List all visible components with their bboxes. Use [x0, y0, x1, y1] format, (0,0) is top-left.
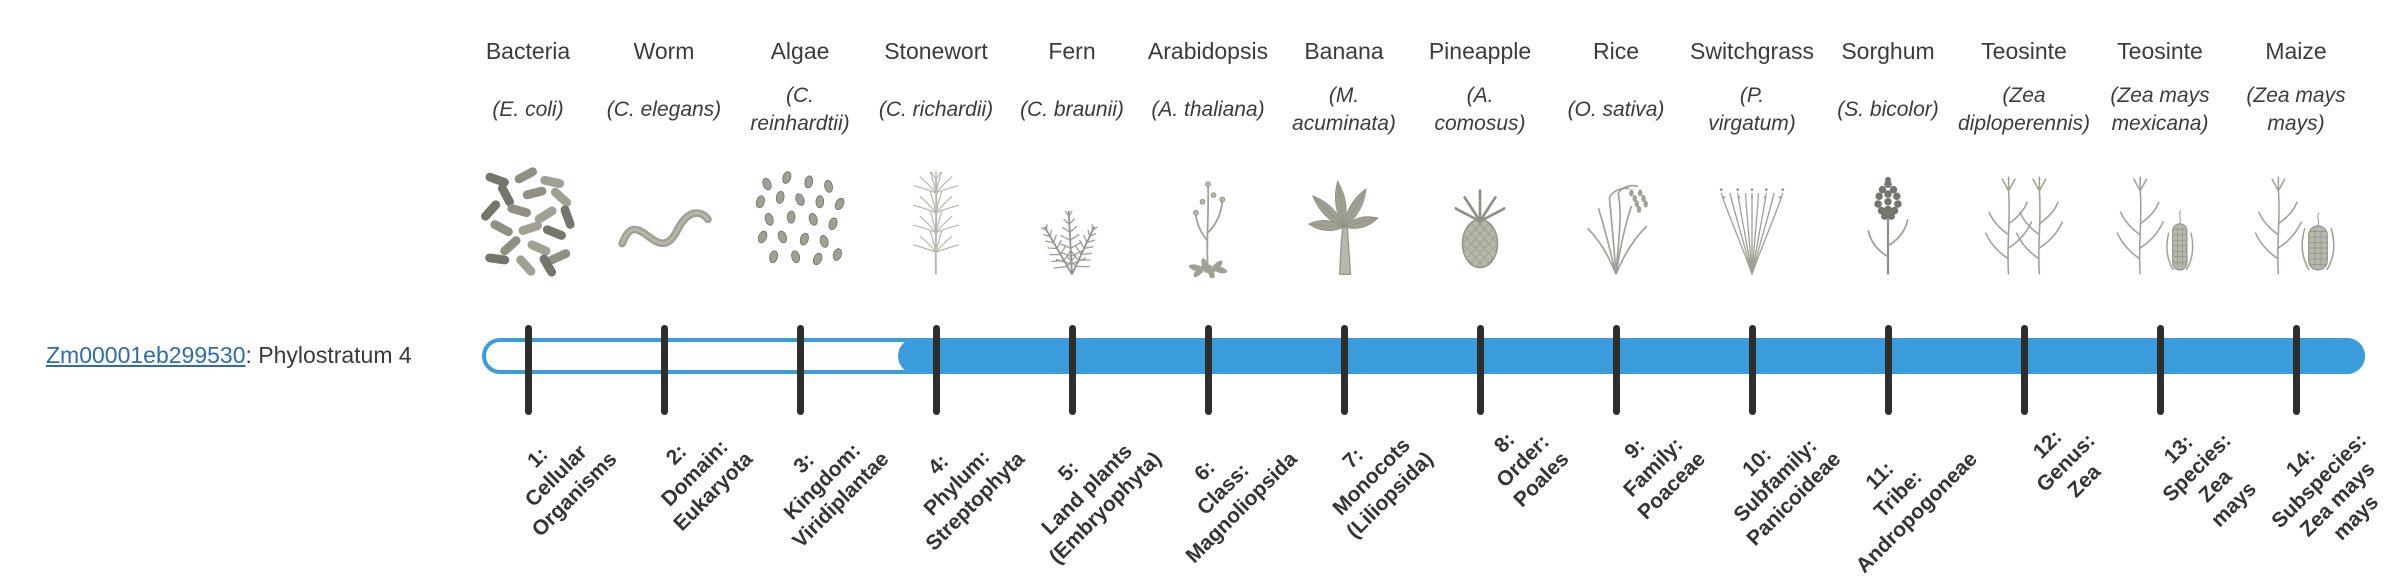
organism-illustration [1558, 158, 1674, 278]
stratum-label: 6: Class: Magnoliopsida [1181, 447, 1302, 568]
organism-name: Switchgrass [1690, 38, 1814, 64]
organism-scientific-name: (C. reinhardtii) [750, 84, 850, 135]
gene-label: Zm00001eb299530: Phylostratum 4 [46, 342, 412, 369]
organism-illustration [2102, 158, 2218, 278]
organism-illustration [878, 158, 994, 278]
stratum-label: 14: Subspecies: Zea mays mays [2267, 429, 2384, 545]
organism-name: Arabidopsis [1147, 38, 1269, 64]
stratum-label: 4: Phylum: Streptophyta [920, 445, 1030, 556]
stratum-label: 12: Genus: Zea [2028, 425, 2105, 503]
organism-name: Stonewort [884, 38, 988, 64]
organism-illustration [1014, 158, 1130, 278]
stratum-tick [2156, 325, 2164, 415]
organism-illustration [1966, 158, 2082, 278]
organism-scientific-name: (C. richardii) [878, 98, 994, 121]
organism-scientific-name: (O. sativa) [1567, 98, 1665, 121]
organism-scientific-name: (A. thaliana) [1151, 98, 1265, 121]
stratum-label: 5: Land plants (Embryophyta) [1037, 439, 1166, 569]
stratum-tick [1068, 325, 1076, 415]
gene-phylostratum-text: : Phylostratum 4 [245, 342, 412, 368]
stratum-tick [1340, 325, 1348, 415]
organism-name: Bacteria [485, 38, 571, 64]
organism-scientific-name: (P. virgatum) [1708, 84, 1796, 135]
stratum-label: 8: Order: Poales [1490, 428, 1574, 512]
organism-illustration [470, 158, 586, 278]
organism-scientific-name: (S. bicolor) [1837, 98, 1939, 121]
phylostratum-bar-fill [898, 338, 2365, 374]
gene-link[interactable]: Zm00001eb299530 [46, 342, 246, 368]
maize-icon [2254, 176, 2335, 275]
organism-name: Banana [1304, 38, 1384, 64]
organism-name: Teosinte [2117, 38, 2203, 64]
organism-name: Algae [770, 38, 830, 64]
organism-name: Rice [1592, 38, 1639, 64]
rice-icon [1586, 184, 1648, 275]
sorghum-icon [1867, 176, 1909, 275]
stratum-tick [1476, 325, 1484, 415]
stratum-tick [660, 325, 668, 415]
stratum-label: 9: Family: Poaceae [1618, 433, 1710, 525]
organism-scientific-name: (C. braunii) [1020, 98, 1124, 121]
organism-illustration [2238, 158, 2354, 278]
organism-name: Fern [1048, 38, 1096, 64]
organism-scientific-name: (C. elegans) [606, 98, 722, 121]
stratum-tick [932, 325, 940, 415]
organism-scientific-name: (Zea diploperennis) [1958, 84, 2090, 135]
switchgrass-icon [1719, 188, 1785, 275]
stratum-tick [1748, 325, 1756, 415]
organism-name: Pineapple [1428, 38, 1532, 64]
stratum-label: 13: Species: Zea mays [2158, 429, 2261, 532]
organism-name: Sorghum [1841, 38, 1935, 64]
organism-scientific-name: (E. coli) [492, 98, 564, 121]
stratum-tick [524, 325, 532, 415]
organism-scientific-name: (Zea mays mexicana) [2110, 84, 2210, 135]
stratum-label: 3: Kingdom: Viridiplantae [780, 438, 894, 553]
organism-name: Teosinte [1981, 38, 2067, 64]
stratum-label: 11: Tribe: Andropogoneae [1851, 447, 1982, 578]
stratum-tick [1612, 325, 1620, 415]
organism-illustration [742, 158, 858, 278]
fern-icon [1041, 210, 1098, 275]
stratum-label: 2: Domain: Eukaryota [657, 435, 758, 536]
organism-scientific-name: (M. acuminata) [1292, 84, 1396, 135]
organism-illustration [1150, 158, 1266, 278]
teosinte-ear-icon [2116, 176, 2194, 275]
organism-illustration [606, 158, 722, 278]
bacteria-icon [481, 167, 575, 277]
stratum-label: 1: Cellular Organisms [521, 440, 622, 542]
stonewort-icon [913, 170, 959, 275]
organism-illustration [1422, 158, 1538, 278]
algae-icon [755, 171, 845, 266]
organism-illustration [1286, 158, 1402, 278]
stratum-tick [2292, 325, 2300, 415]
organism-illustration [1830, 158, 1946, 278]
arabidopsis-icon [1188, 181, 1228, 278]
banana-icon [1308, 180, 1379, 275]
stratum-tick [1884, 325, 1892, 415]
pineapple-icon [1454, 189, 1506, 269]
organism-illustration [1694, 158, 1810, 278]
organism-scientific-name: (A. comosus) [1434, 84, 1526, 135]
stratum-label: 7: Monocots (Liliopsida) [1328, 433, 1438, 543]
organism-scientific-name: (Zea mays mays) [2246, 84, 2346, 135]
teosinte-icon [1984, 176, 2064, 275]
organism-name: Maize [2265, 38, 2327, 64]
worm-icon [618, 209, 712, 248]
stratum-tick [796, 325, 804, 415]
organism-name: Worm [633, 38, 695, 64]
stratum-tick [2020, 325, 2028, 415]
stratum-tick [1204, 325, 1212, 415]
